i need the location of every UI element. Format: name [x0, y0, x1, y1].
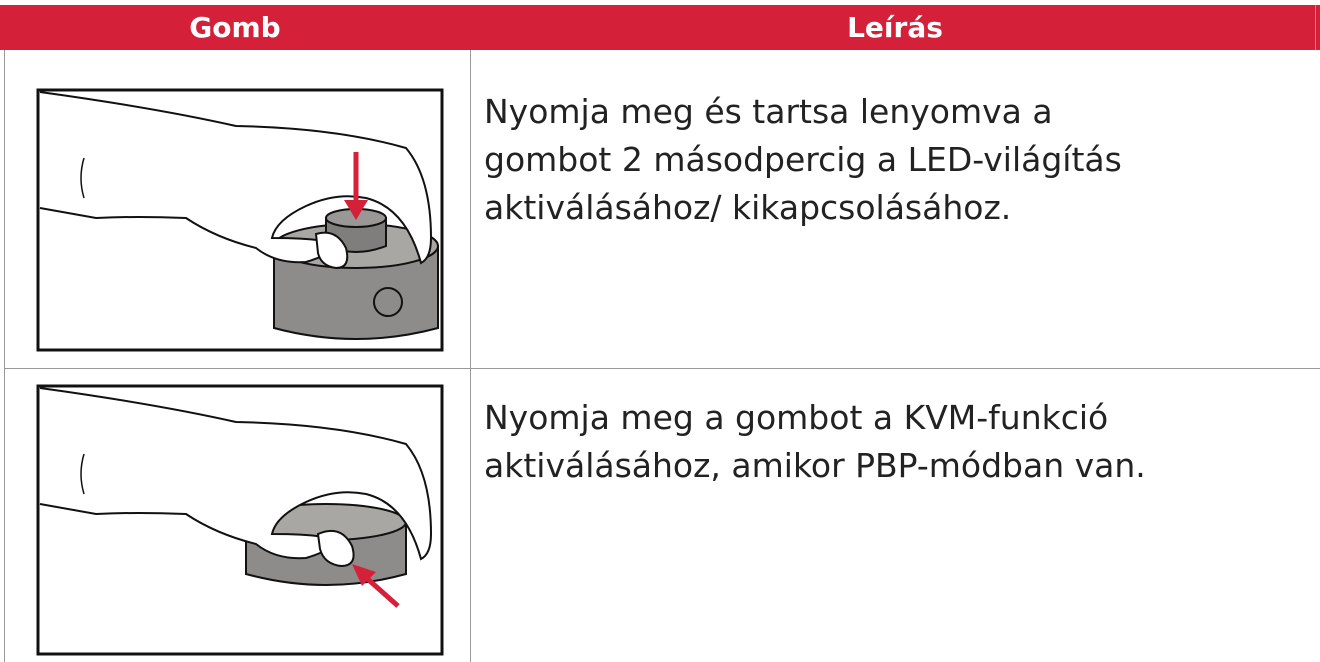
- border: [1315, 5, 1316, 50]
- border: [470, 50, 471, 662]
- border: [4, 50, 5, 662]
- description: Nyomja meg a gombot a KVM-funkció aktivá…: [484, 398, 1146, 485]
- header-cell: Leírás: [847, 11, 943, 44]
- header-cell: Gomb: [189, 11, 281, 44]
- table-header: Gomb Leírás: [0, 5, 1320, 50]
- border: [4, 368, 1320, 369]
- button-illustration: [36, 88, 444, 352]
- button-illustration: [36, 384, 444, 656]
- description: Nyomja meg és tartsa lenyomva a gombot 2…: [484, 92, 1122, 227]
